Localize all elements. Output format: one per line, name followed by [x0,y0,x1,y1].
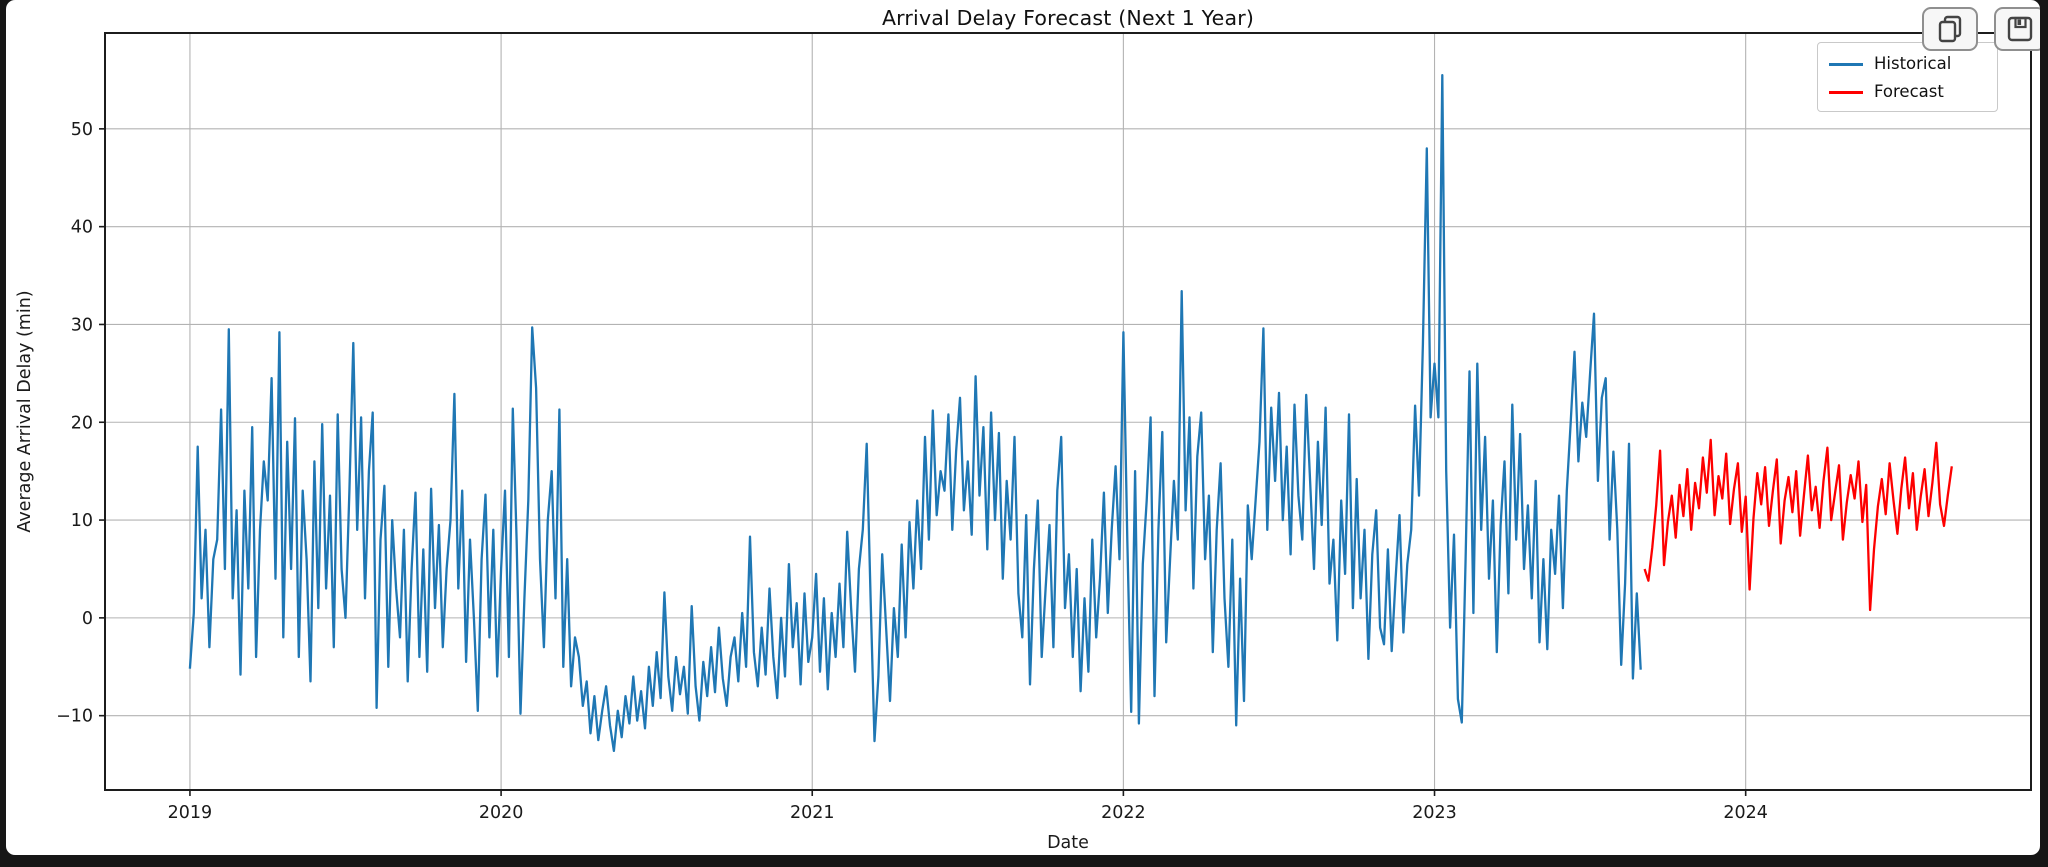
y-axis-label: Average Arrival Delay (min) [15,290,35,532]
svg-text:2024: 2024 [1723,803,1768,823]
historical-line-swatch [1829,62,1863,66]
axis-tick-labels: 2019 2020 2021 2022 2023 2024 −10 0 10 20 30 40 50 [56,120,1768,823]
copy-icon [1938,15,1962,43]
historical-line [188,73,1642,753]
svg-text:2020: 2020 [479,803,524,823]
legend-label-historical: Historical [1874,53,1952,73]
svg-text:−10: −10 [56,707,93,727]
svg-text:2021: 2021 [790,803,835,823]
svg-text:40: 40 [71,218,93,238]
line-chart-canvas: 2019 2020 2021 2022 2023 2024 −10 0 10 20 30 40 50 Da… [15,32,2032,853]
copy-button[interactable] [1922,7,1978,51]
svg-text:10: 10 [71,511,93,531]
figure-panel: Arrival Delay Forecast (Next 1 Year) 201… [6,0,2040,855]
svg-text:50: 50 [71,120,93,140]
svg-text:2023: 2023 [1412,803,1457,823]
forecast-line-swatch [1829,90,1863,94]
x-axis-label: Date [1047,833,1089,853]
axis-ticks [99,128,1747,796]
svg-text:0: 0 [82,609,93,629]
plot-spines [104,32,2032,791]
svg-text:30: 30 [71,315,93,335]
svg-text:20: 20 [71,413,93,433]
save-button[interactable] [1994,7,2040,51]
chart-title: Arrival Delay Forecast (Next 1 Year) [881,6,1255,30]
legend-entry-forecast: Forecast [1818,78,1997,106]
legend: Historical Forecast [1817,42,1998,112]
plot-grid [105,33,2031,790]
legend-label-forecast: Forecast [1874,81,1944,101]
save-icon [2007,16,2033,42]
forecast-line [1643,438,1953,612]
svg-text:2019: 2019 [168,803,213,823]
legend-entry-historical: Historical [1818,50,1997,78]
svg-text:2022: 2022 [1101,803,1146,823]
